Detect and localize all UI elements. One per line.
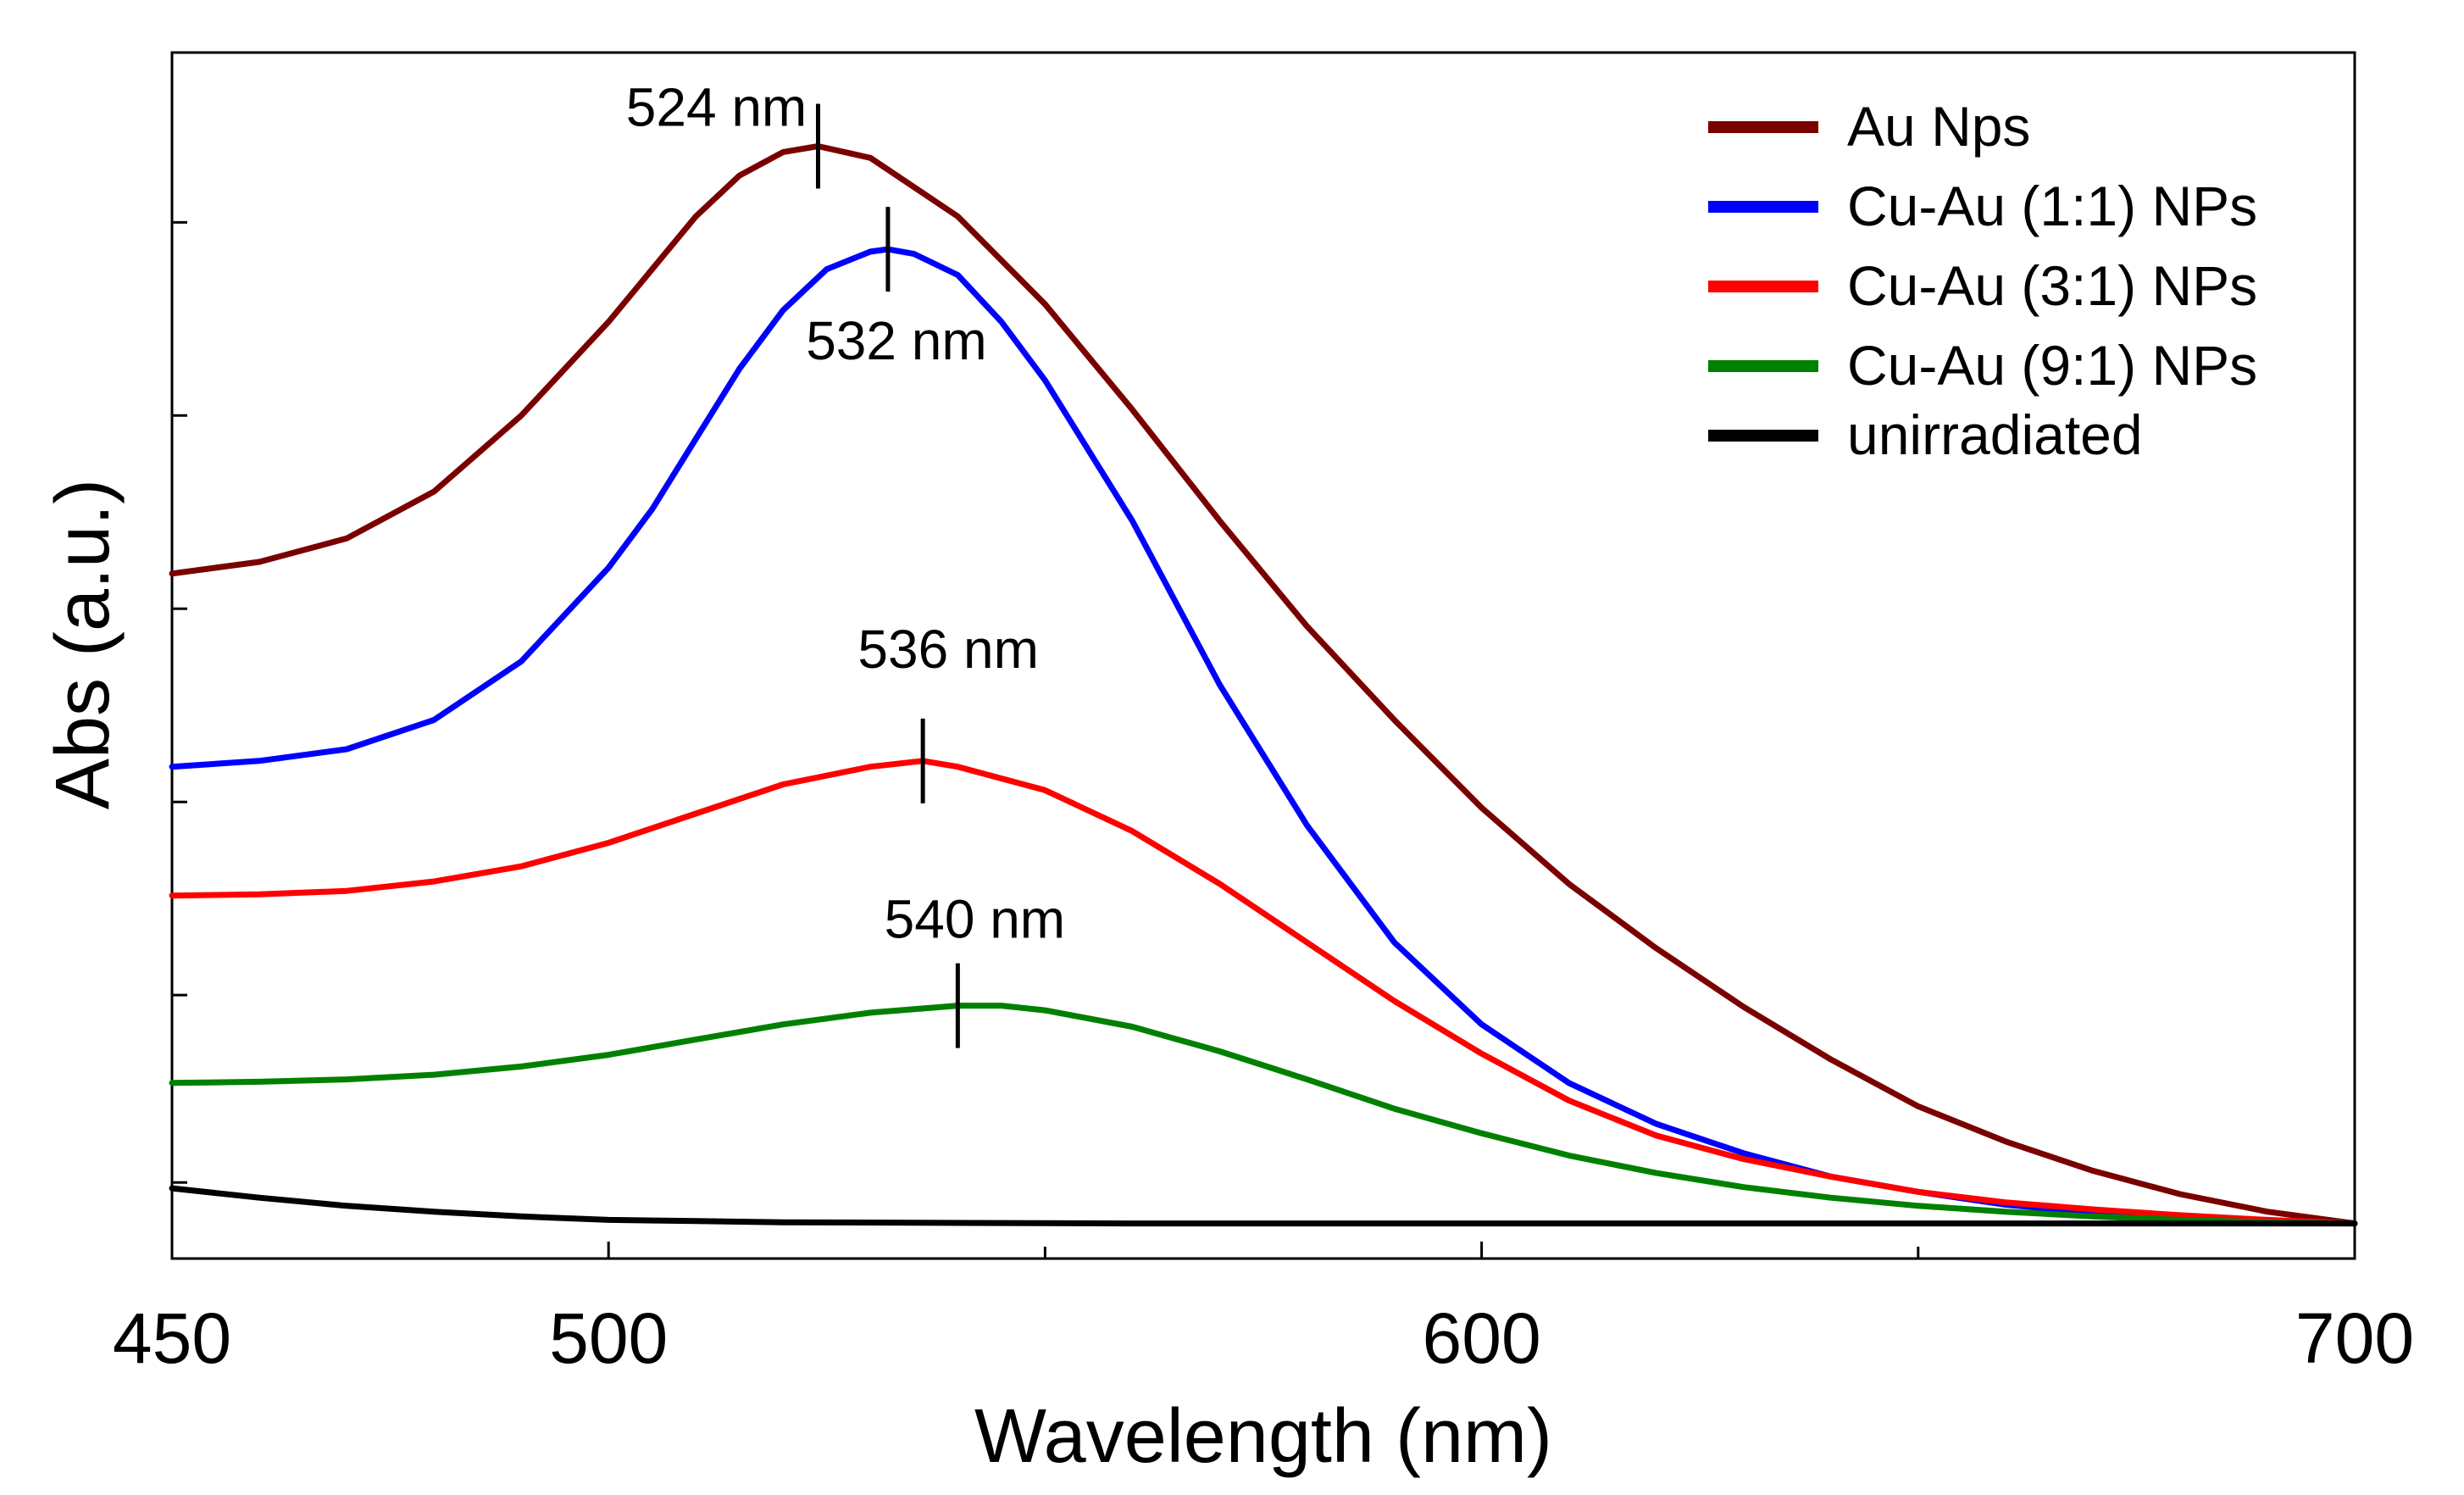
y-axis-label: Abs (a.u.) <box>41 479 125 809</box>
legend-label: unirradiated <box>1847 403 2143 466</box>
x-tick-label: 600 <box>1423 1298 1541 1378</box>
plot-frame <box>170 51 2356 1260</box>
peak-label: 524 nm <box>626 77 807 138</box>
series-line-4 <box>169 1185 2358 1227</box>
series-layer <box>169 143 2358 1227</box>
x-ticks: 450 500 600 700 <box>113 1242 2414 1378</box>
x-tick-label: 700 <box>2295 1298 2414 1378</box>
x-tick-label: 500 <box>549 1298 668 1378</box>
legend: Au Nps Cu-Au (1:1) NPs Cu-Au (3:1) NPs Cu-A… <box>1708 95 2257 466</box>
y-ticks <box>172 220 187 1184</box>
series-line-3 <box>169 1003 2358 1227</box>
legend-label: Cu-Au (1:1) NPs <box>1847 175 2257 237</box>
legend-label: Cu-Au (3:1) NPs <box>1847 254 2257 317</box>
peak-label: 532 nm <box>806 310 986 371</box>
annotation-layer: 524 nm 532 nm 536 nm 540 nm <box>626 77 1065 1048</box>
series-line-0 <box>169 143 2358 1227</box>
x-tick-label: 450 <box>113 1298 231 1378</box>
peak-label: 536 nm <box>857 619 1038 680</box>
legend-label: Cu-Au (9:1) NPs <box>1847 334 2257 397</box>
peak-label: 540 nm <box>885 889 1065 950</box>
series-line-2 <box>169 758 2358 1227</box>
x-axis-label: Wavelength (nm) <box>974 1394 1552 1479</box>
legend-label: Au Nps <box>1847 95 2030 158</box>
